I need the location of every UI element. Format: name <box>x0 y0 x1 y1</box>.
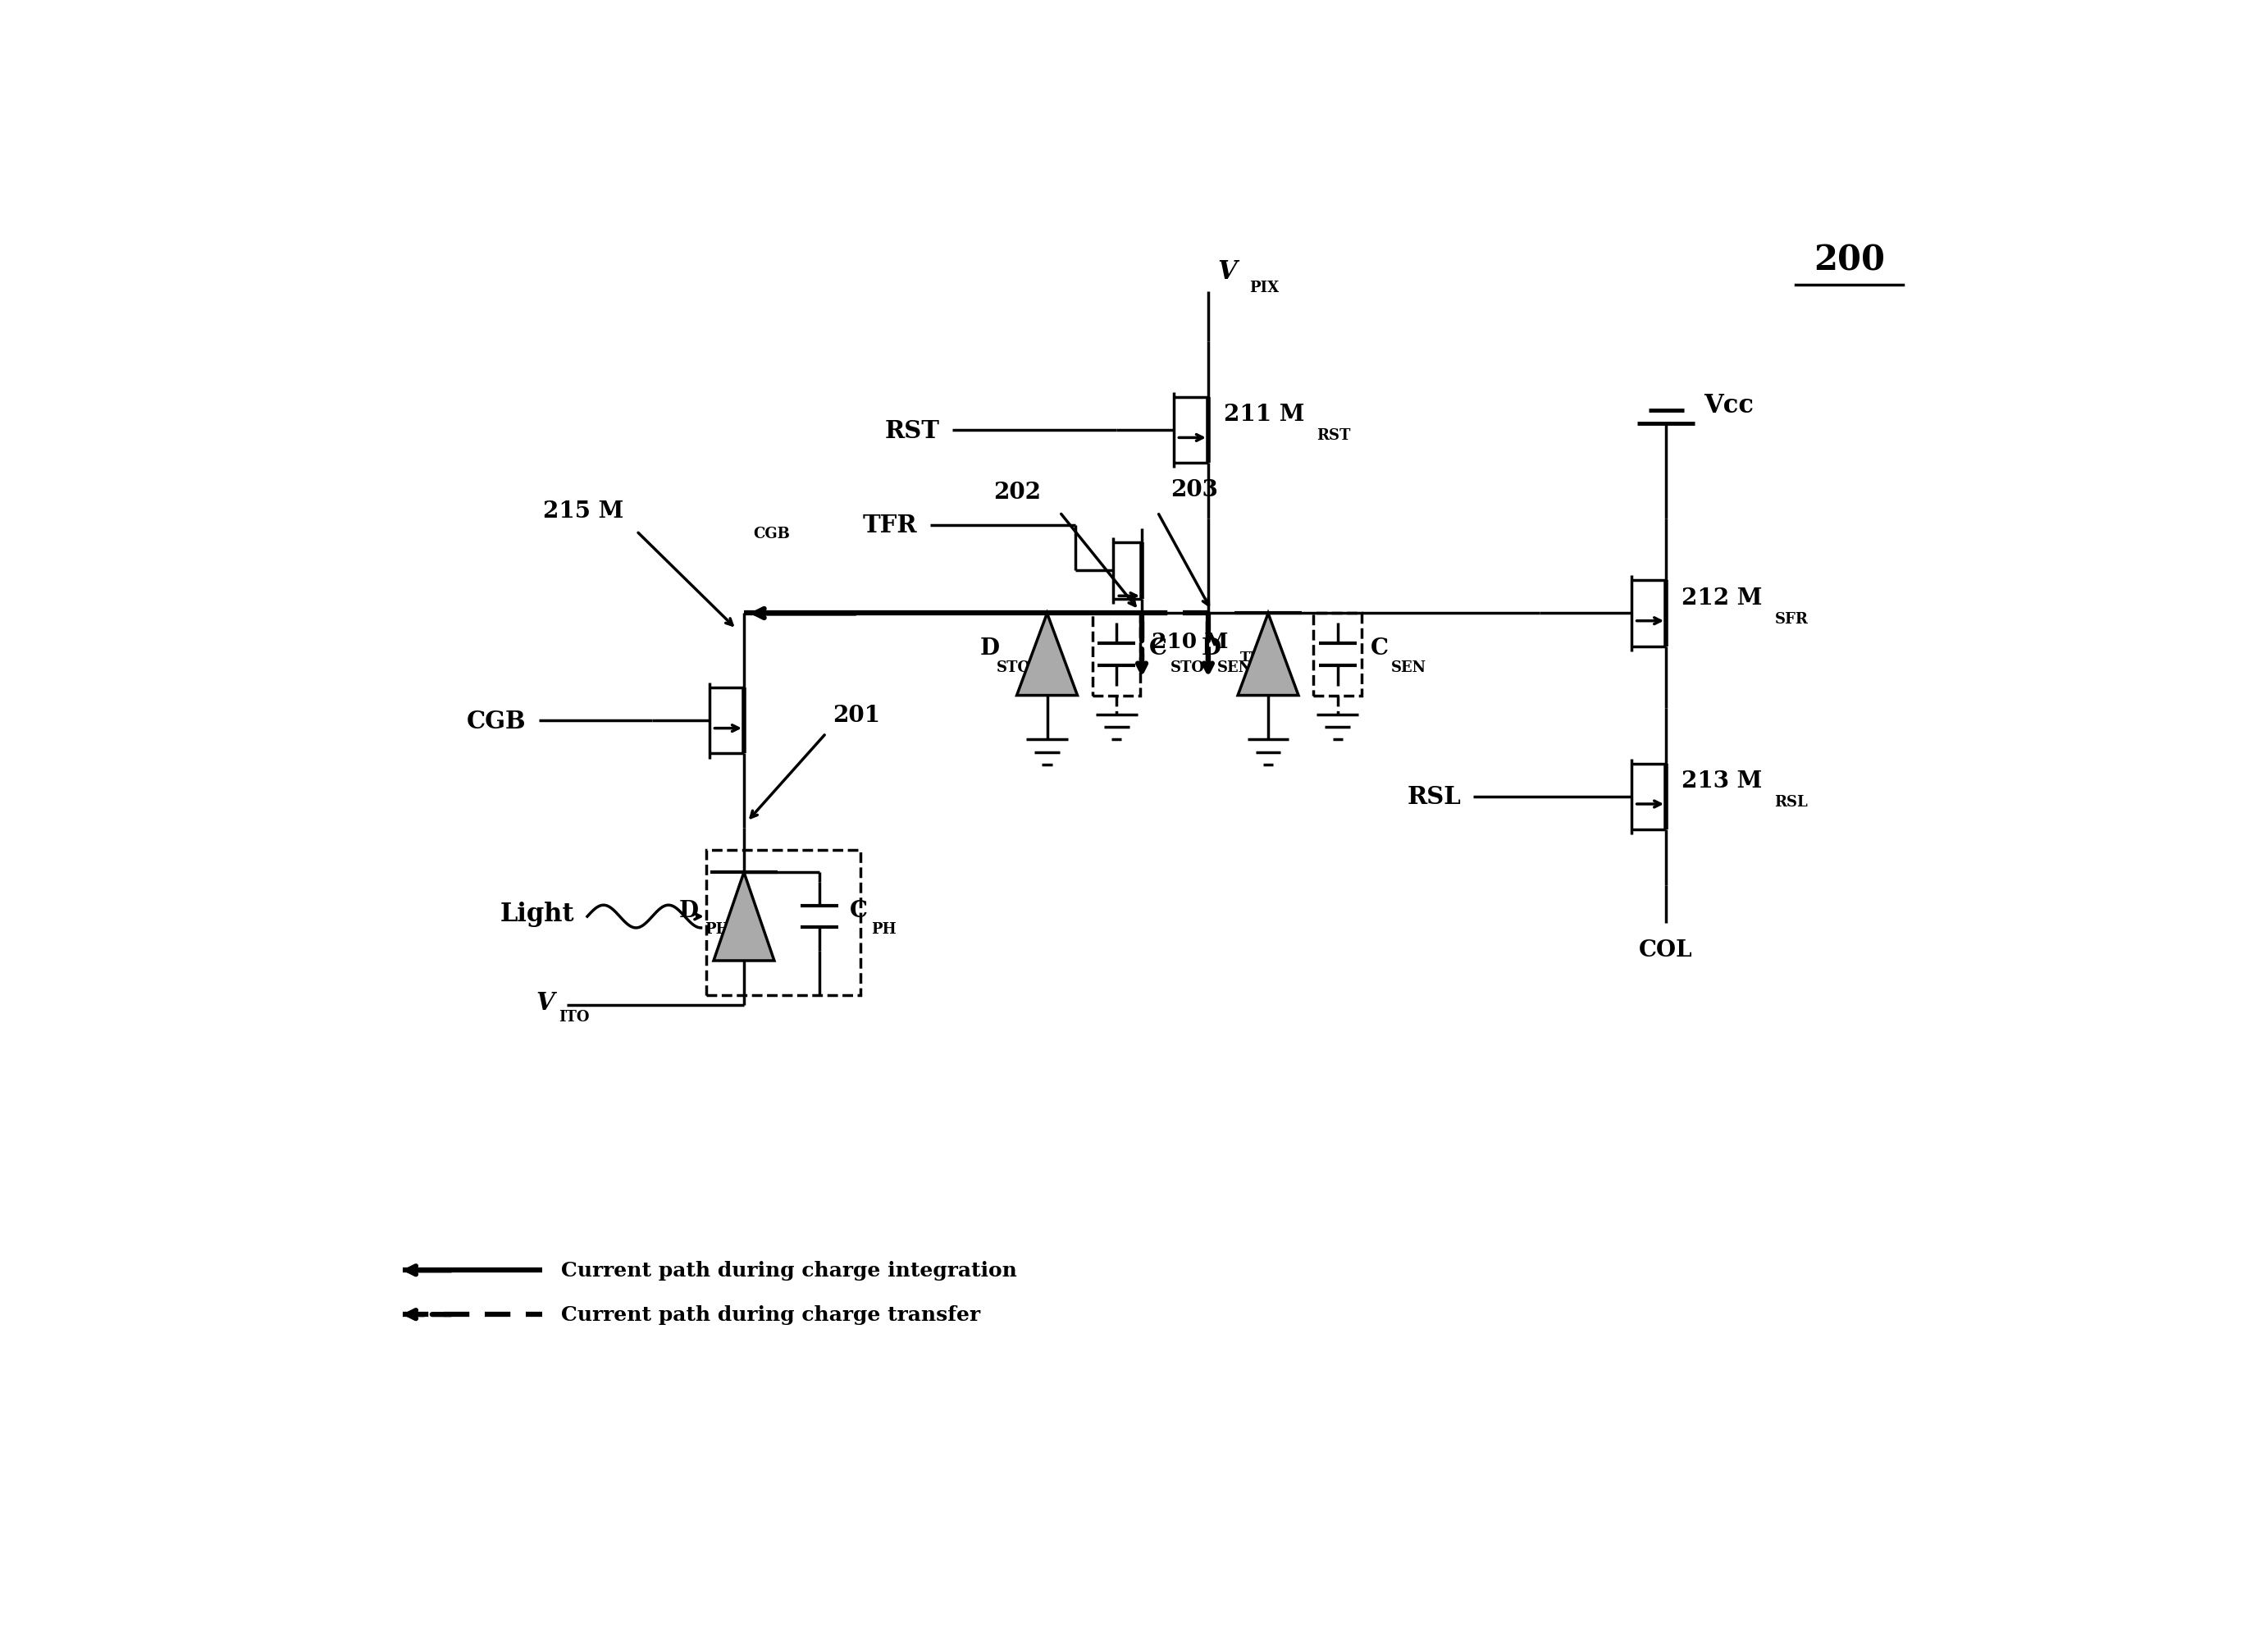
Text: RSL: RSL <box>1774 795 1808 810</box>
Text: SFR: SFR <box>1774 611 1808 626</box>
Text: RST: RST <box>885 420 939 442</box>
Text: 203: 203 <box>1170 480 1218 501</box>
Polygon shape <box>1238 613 1300 696</box>
Text: RSL: RSL <box>1406 785 1461 808</box>
Text: Light: Light <box>501 901 574 927</box>
Text: COL: COL <box>1640 938 1692 961</box>
Text: Vcc: Vcc <box>1703 392 1753 418</box>
Text: 200: 200 <box>1814 242 1885 278</box>
Text: CGB: CGB <box>467 709 526 733</box>
Text: Current path during charge transfer: Current path during charge transfer <box>560 1304 980 1325</box>
Text: TFR: TFR <box>862 514 919 537</box>
Text: SEN: SEN <box>1390 660 1427 675</box>
Polygon shape <box>1016 613 1077 696</box>
Text: STO: STO <box>1170 660 1204 675</box>
Text: STO: STO <box>998 660 1032 675</box>
Text: C: C <box>850 899 869 922</box>
Text: 202: 202 <box>993 481 1041 502</box>
Text: SEN: SEN <box>1218 660 1252 675</box>
Text: TFR: TFR <box>1241 650 1270 663</box>
Text: PH: PH <box>705 922 730 937</box>
Polygon shape <box>714 873 773 961</box>
Text: 201: 201 <box>832 704 880 727</box>
Text: D: D <box>980 637 1000 660</box>
Text: C: C <box>1150 637 1168 660</box>
Text: D: D <box>678 899 699 922</box>
Text: PH: PH <box>871 922 896 937</box>
Text: Current path during charge integration: Current path during charge integration <box>560 1260 1016 1280</box>
Bar <box>1313 613 1361 696</box>
Text: PIX: PIX <box>1250 280 1279 294</box>
Text: V: V <box>1218 259 1236 285</box>
Text: 211 M: 211 M <box>1225 403 1304 426</box>
Text: CGB: CGB <box>753 527 789 541</box>
Text: V: V <box>535 990 553 1015</box>
Text: 213 M: 213 M <box>1683 771 1762 792</box>
Text: ITO: ITO <box>558 1010 590 1024</box>
Text: C: C <box>1370 637 1388 660</box>
Text: 210 M: 210 M <box>1152 631 1227 652</box>
Text: 215 M: 215 M <box>544 501 624 522</box>
Text: RST: RST <box>1318 428 1352 442</box>
Bar <box>1093 613 1141 696</box>
Bar <box>705 850 862 995</box>
Text: 212 M: 212 M <box>1683 587 1762 610</box>
Text: D: D <box>1202 637 1220 660</box>
